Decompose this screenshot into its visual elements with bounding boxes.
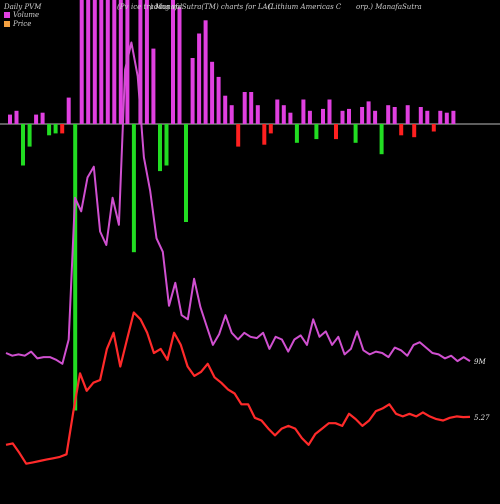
volume-bar (8, 114, 12, 124)
legend-price-swatch (4, 21, 10, 27)
volume-bar (151, 48, 156, 124)
volume-bar (236, 124, 241, 147)
volume-bar (262, 124, 267, 145)
volume-bar (184, 124, 188, 222)
volume-bar (275, 99, 280, 124)
volume-bar (405, 105, 410, 124)
volume-bar (412, 124, 417, 138)
volume-bar (53, 124, 58, 134)
volume-bar (171, 0, 175, 125)
volume-bar (451, 110, 456, 124)
legend-price: Price (4, 20, 31, 28)
volume-bar (177, 7, 182, 125)
volume-bar (301, 99, 306, 124)
volume-bar (79, 0, 84, 124)
header-center-b: ice trading vol (131, 3, 183, 11)
volume-bar (105, 0, 110, 125)
volume-bar (197, 33, 202, 124)
legend-price-label: Price (13, 20, 32, 28)
legend-volume-label: Volume (13, 11, 40, 19)
volume-line (5, 41, 471, 365)
volume-bar (334, 124, 338, 140)
volume-bar (112, 0, 117, 124)
volume-bar (431, 124, 436, 132)
volume-bar (118, 0, 123, 124)
volume-bar (229, 105, 234, 124)
volume-bar (203, 20, 208, 124)
volume-bar (366, 101, 371, 124)
volume-bar (321, 108, 325, 124)
volume-bar (158, 124, 162, 172)
volume-bar (373, 110, 378, 124)
volume-bar (21, 124, 25, 166)
price-end-label: 5.27 (474, 414, 490, 422)
volume-bar (131, 124, 136, 253)
volume-bar (425, 110, 430, 124)
volume-bar (392, 107, 397, 124)
header-center-c: ) ManafaSutra(TM) charts for LAC (150, 3, 273, 11)
volume-bar (138, 0, 143, 124)
volume-bar (66, 97, 71, 124)
volume-bar (242, 92, 247, 124)
volume-bar (216, 76, 221, 124)
volume-bar (360, 107, 365, 124)
volume-bar (307, 110, 312, 124)
volume-bar (281, 105, 286, 124)
volume-bar (60, 124, 65, 134)
volume-bar (190, 58, 195, 124)
volume-bar (73, 124, 78, 411)
volume-bar (379, 124, 384, 155)
volume-bar (27, 124, 32, 147)
volume-end-label: 9M (474, 358, 486, 366)
volume-bar (288, 112, 293, 124)
volume-bar (418, 107, 423, 124)
header-right-b: orp.) ManafaSutra (356, 3, 422, 11)
volume-bar (255, 105, 260, 124)
volume-bar (86, 0, 91, 124)
header-left: Daily PVM (4, 3, 42, 11)
volume-bar (444, 112, 449, 124)
volume-bar (340, 110, 345, 124)
volume-bar (347, 108, 351, 124)
volume-bar (314, 124, 319, 140)
volume-bar (40, 112, 45, 124)
legend-volume-swatch (4, 12, 10, 18)
volume-bar (386, 105, 391, 124)
volume-bar (92, 0, 97, 124)
volume-bar (327, 99, 332, 124)
volume-bar (294, 124, 299, 143)
volume-bar (438, 110, 443, 124)
volume-bar (47, 124, 52, 136)
volume-bar (353, 124, 358, 143)
volume-bar (268, 124, 273, 134)
volume-bar (399, 124, 404, 136)
volume-bar (210, 61, 215, 124)
volume-bar (34, 114, 39, 124)
header-right-a: (Lithium Americas C (268, 3, 342, 11)
header-center-a: (Pv (117, 3, 129, 11)
volume-bar (99, 0, 104, 125)
volume-bar (223, 95, 228, 124)
price-line (5, 311, 471, 465)
legend-volume: Volume (4, 11, 39, 19)
volume-bar (249, 92, 254, 124)
volume-bar (164, 124, 169, 166)
volume-bar (14, 110, 19, 124)
volume-bar (144, 0, 149, 124)
